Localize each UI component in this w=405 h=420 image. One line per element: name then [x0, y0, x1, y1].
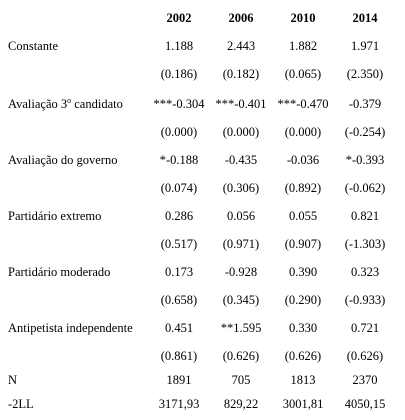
row-partidario-moderado-se: (0.658) (0.345) (0.290) (-0.933) [0, 290, 405, 310]
year-2014-header: 2014 [352, 11, 378, 25]
row-avaliacao-terceiro-candidato-se: (0.000) (0.000) (0.000) (-0.254) [0, 122, 405, 142]
row-label: Antipetista independente [8, 321, 133, 335]
row-label: Partidário extremo [8, 209, 102, 223]
ll-2010: 3001,81 [282, 397, 324, 411]
row-label: N [8, 373, 18, 387]
se-2014: (-0.254) [344, 125, 386, 139]
coef-2014: 0.323 [350, 265, 380, 279]
row-n: N 1891 705 1813 2370 [0, 370, 405, 390]
coef-2014: 0.821 [350, 209, 380, 223]
coef-2002: 0.173 [164, 265, 194, 279]
row-avaliacao-governo-se: (0.074) (0.306) (0.892) (-0.062) [0, 178, 405, 198]
row-label: Constante [8, 39, 58, 53]
n-2014: 2370 [352, 373, 378, 387]
coef-2010: ***-0.470 [277, 97, 329, 111]
coef-2006: **1.595 [220, 321, 262, 335]
se-2006: (0.306) [222, 181, 260, 195]
se-2002: (0.074) [160, 181, 198, 195]
coef-2006: -0.928 [224, 265, 258, 279]
coef-2002: ***-0.304 [153, 97, 205, 111]
year-2006-header: 2006 [228, 11, 254, 25]
se-2010: (0.892) [284, 181, 322, 195]
coef-2014: -0.379 [348, 97, 382, 111]
coef-2002: 0.451 [164, 321, 194, 335]
se-2014: (-1.303) [344, 237, 386, 251]
row-avaliacao-governo: Avaliação do governo *-0.188 -0.435 -0.0… [0, 150, 405, 170]
row-label-superscript: o [67, 95, 72, 105]
se-2010: (0.290) [284, 293, 322, 307]
se-2010: (0.000) [284, 125, 322, 139]
se-2002: (0.000) [160, 125, 198, 139]
se-2014: (-0.062) [344, 181, 386, 195]
se-2010: (0.907) [284, 237, 322, 251]
n-2010: 1813 [290, 373, 316, 387]
year-2010-header: 2010 [290, 11, 316, 25]
row-label: Partidário moderado [8, 265, 111, 279]
header-row: 2002 2006 2010 2014 [0, 8, 405, 28]
row-antipetista-independente-se: (0.861) (0.626) (0.626) (0.626) [0, 346, 405, 366]
row-label: -2LL [8, 397, 34, 411]
se-2006: (0.345) [222, 293, 260, 307]
se-2002: (0.658) [160, 293, 198, 307]
coef-2002: *-0.188 [159, 153, 199, 167]
row-label-main: Avaliação 3 [8, 97, 68, 111]
se-2002: (0.861) [160, 349, 198, 363]
row-label: Avaliação 3o candidato [8, 94, 148, 114]
ll-2002: 3171,93 [158, 397, 200, 411]
coef-2006: ***-0.401 [215, 97, 267, 111]
coef-2006: 0.056 [226, 209, 256, 223]
coef-2010: 1.882 [288, 39, 318, 53]
coef-2010: 0.055 [288, 209, 318, 223]
coef-2014: 0.721 [350, 321, 380, 335]
row-minus-2ll: -2LL 3171,93 829,22 3001,81 4050,15 [0, 394, 405, 414]
se-2006: (0.626) [222, 349, 260, 363]
se-2010: (0.065) [284, 67, 322, 81]
year-2002-header: 2002 [166, 11, 192, 25]
coef-2006: -0.435 [224, 153, 258, 167]
row-label-rest: candidato [71, 97, 123, 111]
se-2002: (0.186) [160, 67, 198, 81]
row-partidario-extremo: Partidário extremo 0.286 0.056 0.055 0.8… [0, 206, 405, 226]
se-2014: (-0.933) [344, 293, 386, 307]
coef-2010: 0.330 [288, 321, 318, 335]
ll-2014: 4050,15 [344, 397, 386, 411]
se-2006: (0.971) [222, 237, 260, 251]
se-2014: (2.350) [346, 67, 384, 81]
row-partidario-extremo-se: (0.517) (0.971) (0.907) (-1.303) [0, 234, 405, 254]
coef-2002: 0.286 [164, 209, 194, 223]
row-constante-se: (0.186) (0.182) (0.065) (2.350) [0, 64, 405, 84]
se-2002: (0.517) [160, 237, 198, 251]
row-antipetista-independente: Antipetista independente 0.451 **1.595 0… [0, 318, 405, 338]
coef-2006: 2.443 [226, 39, 256, 53]
row-avaliacao-terceiro-candidato: Avaliação 3o candidato ***-0.304 ***-0.4… [0, 94, 405, 114]
row-partidario-moderado: Partidário moderado 0.173 -0.928 0.390 0… [0, 262, 405, 282]
se-2006: (0.182) [222, 67, 260, 81]
se-2010: (0.626) [284, 349, 322, 363]
coef-2014: *-0.393 [345, 153, 385, 167]
se-2006: (0.000) [222, 125, 260, 139]
coef-2014: 1.971 [350, 39, 380, 53]
ll-2006: 829,22 [223, 397, 259, 411]
coef-2010: -0.036 [286, 153, 320, 167]
n-2006: 705 [231, 373, 251, 387]
row-label: Avaliação do governo [8, 153, 118, 167]
n-2002: 1891 [166, 373, 192, 387]
row-constante: Constante 1.188 2.443 1.882 1.971 [0, 36, 405, 56]
coef-2010: 0.390 [288, 265, 318, 279]
se-2014: (0.626) [346, 349, 384, 363]
coef-2002: 1.188 [164, 39, 194, 53]
